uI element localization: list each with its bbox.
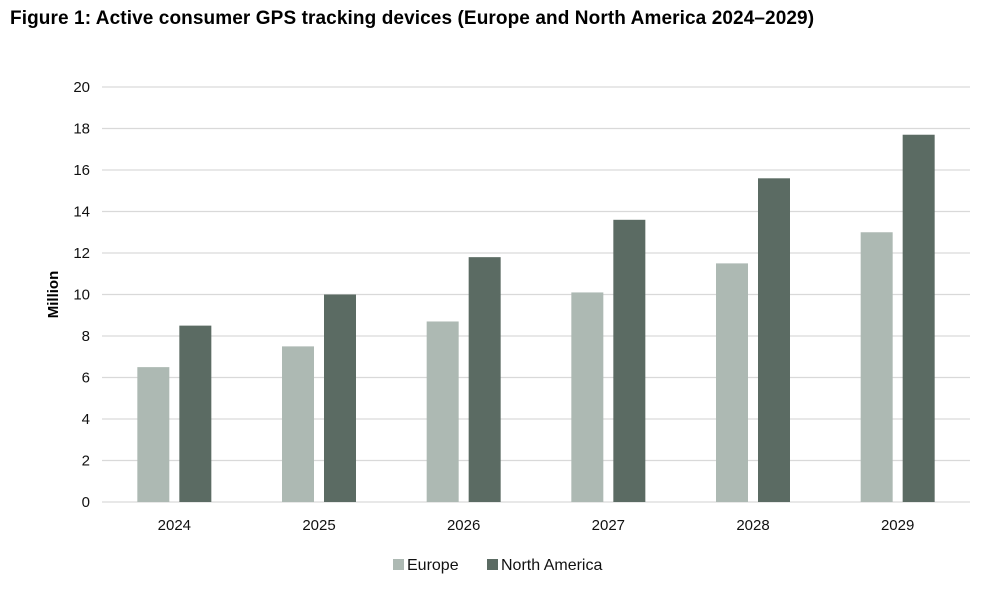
bar-north-america-2026 xyxy=(468,257,501,502)
y-tick-label: 4 xyxy=(82,411,90,428)
x-tick-label: 2027 xyxy=(592,517,625,534)
legend-swatch xyxy=(393,559,404,570)
x-tick-label: 2026 xyxy=(447,517,480,534)
x-tick-label: 2025 xyxy=(302,517,335,534)
y-axis-title: Million xyxy=(45,271,62,319)
x-axis-ticks: 2024 2025 2026 2027 2028 2029 xyxy=(158,517,915,534)
legend: Europe North America xyxy=(393,557,602,574)
bar-europe-2028 xyxy=(716,263,748,502)
bars xyxy=(137,134,935,503)
bar-europe-2026 xyxy=(426,321,459,502)
y-tick-label: 12 xyxy=(73,245,90,262)
y-tick-label: 6 xyxy=(82,370,90,387)
chart-title: Figure 1: Active consumer GPS tracking d… xyxy=(10,8,815,29)
bar-europe-2024 xyxy=(137,367,170,502)
bar-north-america-2027 xyxy=(613,219,646,503)
y-tick-label: 10 xyxy=(73,287,90,304)
x-tick-label: 2028 xyxy=(736,517,769,534)
bar-europe-2029 xyxy=(860,232,893,502)
bar-north-america-2029 xyxy=(902,134,935,502)
y-axis-ticks: 0 2 4 6 8 10 12 14 16 18 20 xyxy=(73,79,90,511)
bar-north-america-2025 xyxy=(324,294,356,502)
y-tick-label: 18 xyxy=(73,121,90,138)
gridlines xyxy=(102,86,970,503)
legend-label: Europe xyxy=(407,557,459,574)
x-tick-label: 2029 xyxy=(881,517,914,534)
legend-swatch xyxy=(487,559,498,570)
x-tick-label: 2024 xyxy=(158,517,191,534)
bar-north-america-2028 xyxy=(758,178,790,503)
bar-europe-2027 xyxy=(571,292,604,502)
y-tick-label: 8 xyxy=(82,328,90,345)
legend-label: North America xyxy=(501,557,602,574)
y-tick-label: 2 xyxy=(82,453,90,470)
y-tick-label: 16 xyxy=(73,162,90,179)
y-tick-label: 14 xyxy=(73,204,90,221)
bar-europe-2025 xyxy=(282,346,314,502)
y-tick-label: 20 xyxy=(73,79,90,96)
bar-north-america-2024 xyxy=(179,325,212,502)
y-tick-label: 0 xyxy=(82,494,90,511)
